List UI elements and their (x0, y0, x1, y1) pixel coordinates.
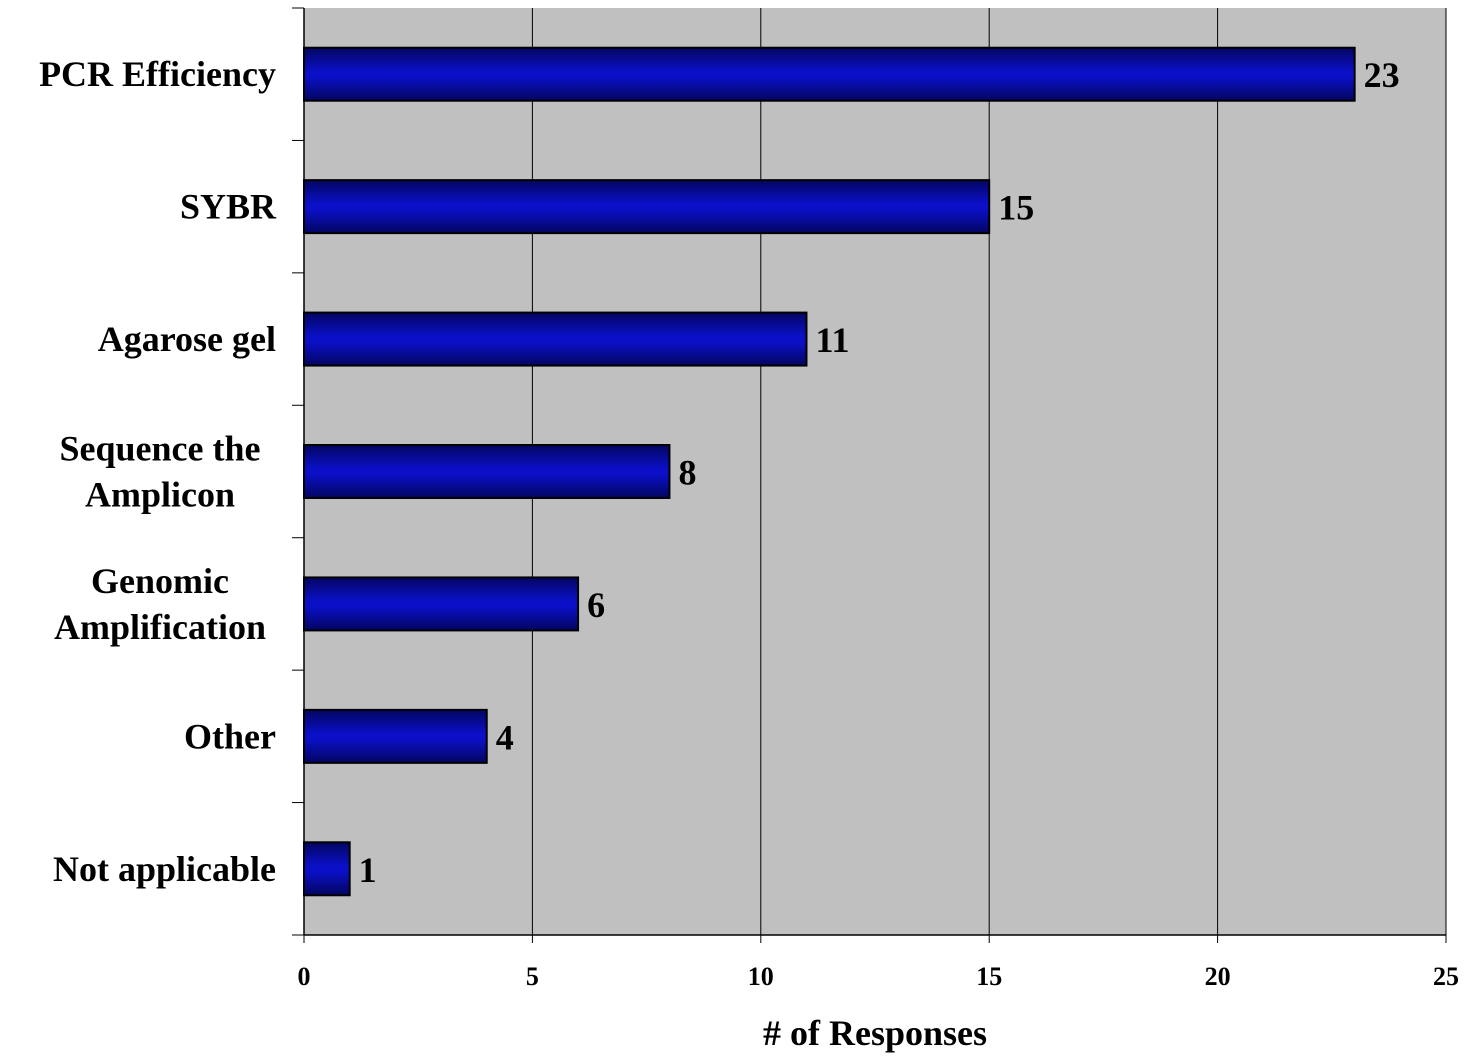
category-labels: PCR Efficiency SYBR Agarose gel Sequence th… (39, 54, 277, 889)
x-tick-label: 25 (1433, 962, 1459, 991)
data-label: 11 (815, 320, 849, 360)
x-tick-label: 15 (976, 962, 1002, 991)
data-label: 23 (1364, 55, 1400, 95)
category-label: Sequence the Amplicon (60, 429, 261, 515)
category-label: Not applicable (53, 849, 276, 889)
category-label: Agarose gel (98, 319, 276, 359)
gridlines (531, 8, 1447, 935)
x-axis-title: # of Responses (763, 1013, 987, 1053)
data-label: 4 (496, 717, 514, 757)
data-label: 15 (998, 188, 1034, 228)
data-label: 1 (359, 850, 377, 890)
data-labels: 23 15 11 8 6 4 1 (359, 55, 1400, 890)
bar (303, 179, 991, 235)
category-label: PCR Efficiency (39, 54, 276, 94)
x-tick-label: 10 (748, 962, 774, 991)
x-tick-label: 0 (298, 962, 311, 991)
category-label: Other (184, 716, 276, 756)
x-tick-label: 20 (1205, 962, 1231, 991)
x-tick-labels: 0 5 10 15 20 25 (298, 962, 1460, 991)
category-label: SYBR (180, 187, 277, 227)
bar (303, 841, 351, 897)
bar (303, 311, 808, 367)
bar (303, 708, 488, 764)
category-label: Genomic Amplification (54, 561, 266, 647)
bar (303, 576, 580, 632)
bar (303, 444, 671, 499)
data-label: 6 (587, 585, 605, 625)
bar (303, 46, 1356, 102)
x-tick-label: 5 (526, 962, 539, 991)
data-label: 8 (678, 453, 696, 493)
axes (292, 7, 1447, 943)
